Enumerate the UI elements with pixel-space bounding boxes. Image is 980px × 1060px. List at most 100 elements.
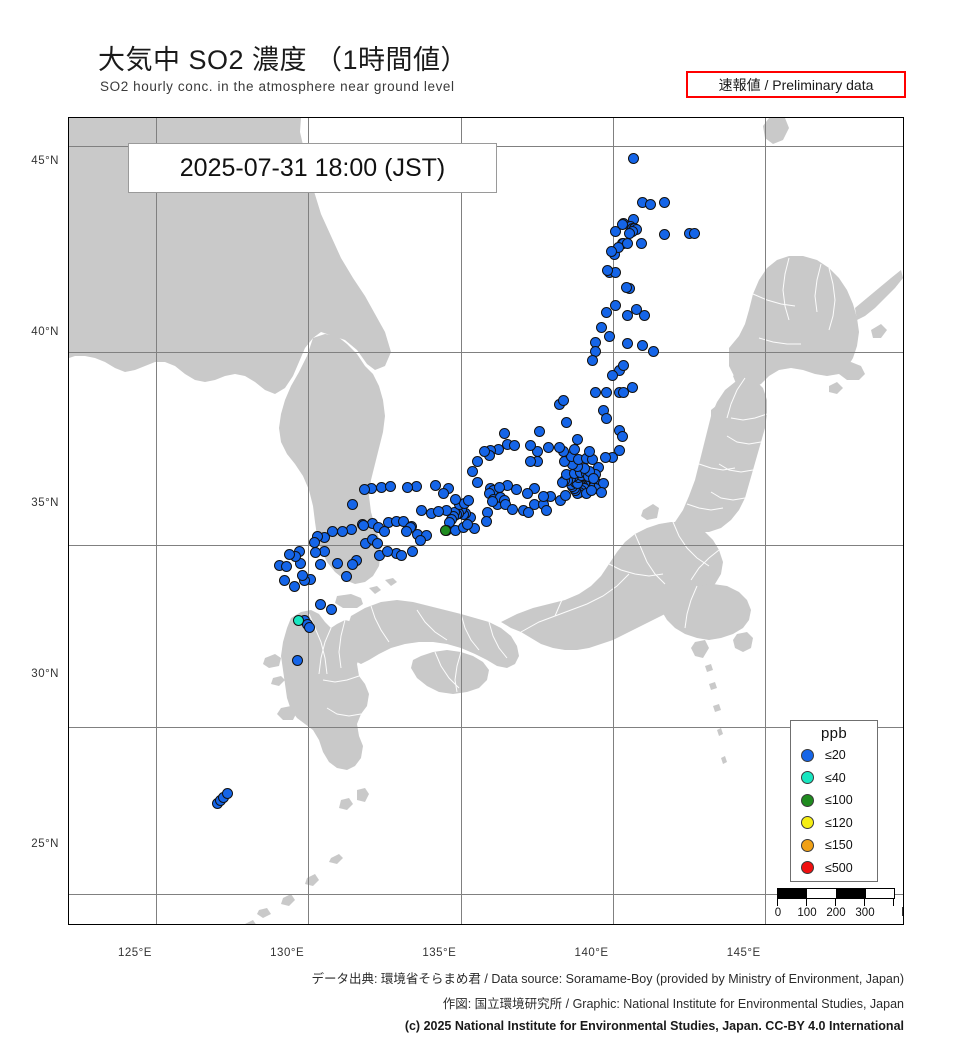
station-marker <box>606 370 618 382</box>
xtick-128 <box>227 924 228 925</box>
station-marker <box>537 490 549 502</box>
ytick-r-42 <box>903 265 904 266</box>
map-plot-area[interactable]: 2025-07-31 18:00 (JST) ppb ≤20 ≤40 ≤100 ≤12… <box>68 117 904 925</box>
legend-rows: ≤20 ≤40 ≤100 ≤120 ≤150 ≤500 <box>791 744 877 879</box>
ytick-r-25 <box>903 845 904 846</box>
station-marker <box>402 482 413 494</box>
timestamp-box: 2025-07-31 18:00 (JST) <box>128 143 497 193</box>
ytick-r-32 <box>903 606 904 607</box>
station-marker <box>600 387 612 399</box>
station-marker <box>609 299 621 311</box>
ytick-25 <box>68 845 69 846</box>
station-marker <box>618 360 630 372</box>
legend-swatch-icon <box>801 838 814 852</box>
xtick-t-136 <box>471 117 472 118</box>
ytick-r-31 <box>903 641 904 642</box>
station-marker <box>542 442 554 454</box>
ytick-36 <box>68 470 69 471</box>
xtick-t-137 <box>501 117 502 118</box>
station-marker <box>440 524 452 536</box>
xtick-t-138 <box>532 117 533 118</box>
legend-swatch-icon <box>801 748 814 762</box>
station-marker <box>601 264 613 276</box>
xtick-t-146 <box>775 117 776 118</box>
ytick-39 <box>68 367 69 368</box>
station-marker <box>327 526 339 538</box>
scale-seg-3 <box>835 888 865 899</box>
gridline-lat-30 <box>69 727 903 728</box>
station-marker <box>561 416 573 428</box>
station-marker <box>433 505 445 517</box>
ytick-40 <box>68 333 69 334</box>
ytick-28 <box>68 743 69 744</box>
station-marker <box>595 487 607 499</box>
xtick-t-129 <box>258 117 259 118</box>
legend-label: ≤100 <box>825 793 853 808</box>
xtick-132 <box>349 924 350 925</box>
station-marker <box>658 229 670 241</box>
scale-label-100: 100 <box>797 907 817 919</box>
gridline-lon-130 <box>308 118 309 924</box>
xtick-label-135: 135°E <box>422 947 457 959</box>
station-marker <box>568 443 580 455</box>
ytick-r-41 <box>903 299 904 300</box>
xtick-t-134 <box>410 117 411 118</box>
xtick-label-125: 125°E <box>117 947 152 959</box>
legend-box: ppb ≤20 ≤40 ≤100 ≤120 ≤150 ≤500 <box>790 720 878 882</box>
ytick-r-27 <box>903 777 904 778</box>
station-marker <box>601 413 613 424</box>
station-marker <box>340 570 352 582</box>
station-marker <box>658 197 670 209</box>
gridline-lat-40 <box>69 352 903 353</box>
station-marker <box>559 489 571 501</box>
station-marker <box>553 442 565 454</box>
xtick-t-143 <box>684 117 685 118</box>
ytick-r-44 <box>903 197 904 198</box>
ytick-42 <box>68 265 69 266</box>
gridline-lon-125 <box>156 118 157 924</box>
xtick-129 <box>258 924 259 925</box>
scale-seg-1 <box>777 888 807 899</box>
legend-swatch-icon <box>801 771 814 785</box>
ytick-r-29 <box>903 709 904 710</box>
station-marker <box>481 515 493 527</box>
legend-label: ≤500 <box>825 860 853 875</box>
ytick-24 <box>68 880 69 881</box>
station-marker <box>450 494 462 506</box>
scale-label-300: 300 <box>855 907 875 919</box>
ytick-38 <box>68 402 69 403</box>
xtick-t-130 <box>288 117 289 118</box>
gridline-lon-140 <box>613 118 614 924</box>
station-marker <box>358 483 370 495</box>
station-marker <box>415 535 427 547</box>
ytick-r-23 <box>903 914 904 915</box>
xtick-126 <box>166 924 167 925</box>
station-marker <box>522 507 534 518</box>
station-marker <box>644 198 656 210</box>
station-marker <box>281 560 293 572</box>
xtick-t-123 <box>75 117 76 118</box>
ytick-r-33 <box>903 572 904 573</box>
footer-copyright: (c) 2025 National Institute for Environm… <box>404 1019 904 1033</box>
ytick-45 <box>68 162 69 163</box>
station-marker <box>626 381 638 393</box>
xtick-138 <box>532 924 533 925</box>
station-marker <box>521 488 533 500</box>
station-marker <box>284 549 296 560</box>
station-marker <box>596 321 608 333</box>
legend-label: ≤120 <box>825 815 853 830</box>
station-marker <box>288 581 300 593</box>
ytick-34 <box>68 538 69 539</box>
xtick-139 <box>562 924 563 925</box>
station-marker <box>332 558 343 570</box>
station-marker <box>430 479 442 491</box>
scale-unit-label: km <box>901 907 903 919</box>
xtick-t-148 <box>836 117 837 118</box>
station-marker <box>498 428 510 440</box>
gridline-lat-35 <box>69 545 903 546</box>
station-marker <box>622 237 633 249</box>
xtick-144 <box>714 924 715 925</box>
xtick-127 <box>197 924 198 925</box>
ytick-23 <box>68 914 69 915</box>
station-marker <box>437 488 449 500</box>
